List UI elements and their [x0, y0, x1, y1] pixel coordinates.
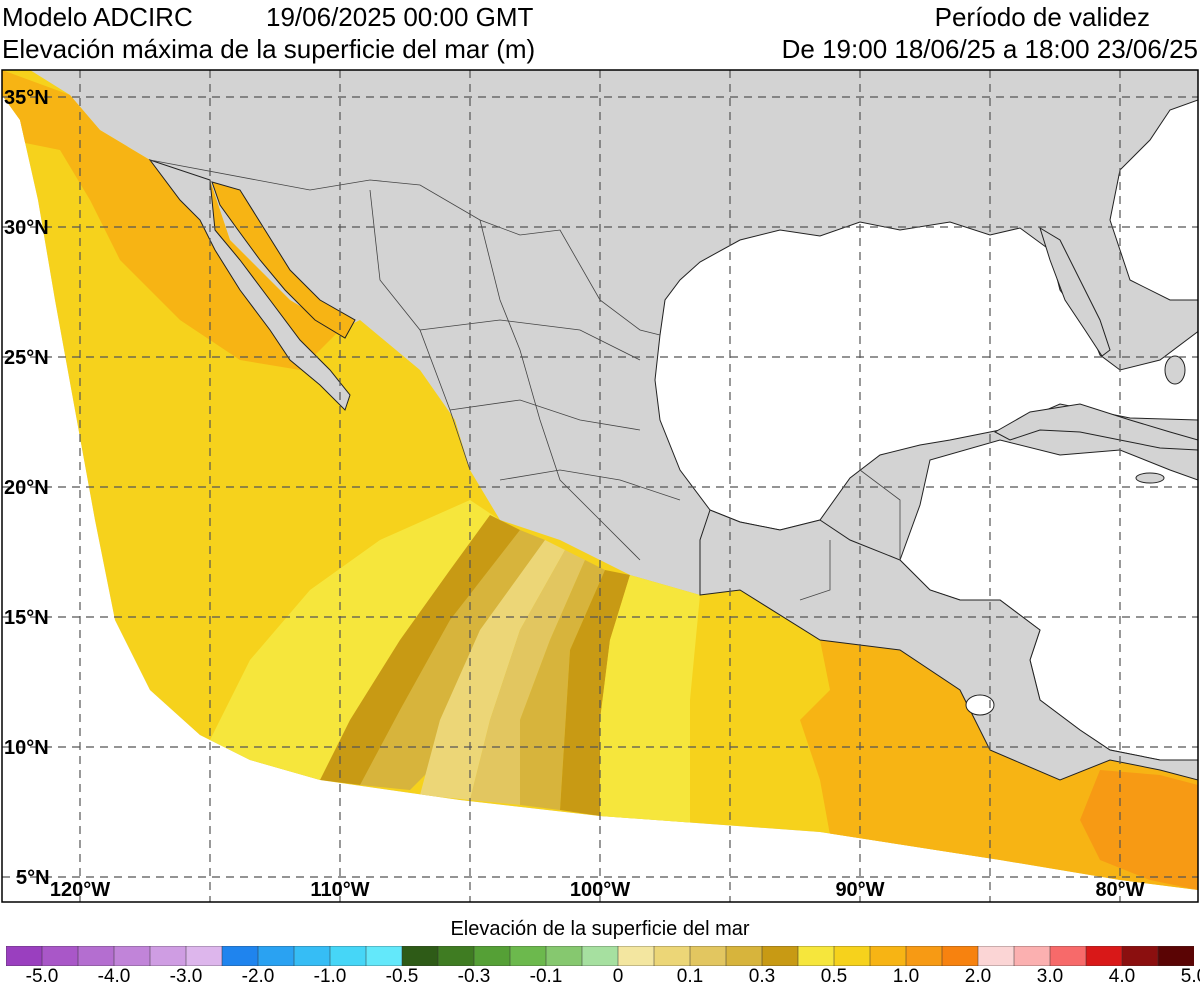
colorbar-swatch	[41, 946, 79, 966]
colorbar-swatch	[617, 946, 655, 966]
colorbar-swatch	[329, 946, 367, 966]
colorbar-swatch	[581, 946, 619, 966]
lat-label: 25°N	[4, 347, 49, 369]
colorbar-swatch	[653, 946, 691, 966]
colorbar-swatch	[185, 946, 223, 966]
colorbar-swatch	[725, 946, 763, 966]
island	[1135, 472, 1165, 484]
lat-label: 35°N	[4, 87, 49, 109]
florida	[1039, 226, 1111, 357]
colorbar-label: 4.0	[1108, 966, 1136, 987]
colorbar-label: -5.0	[25, 966, 59, 987]
colorbar-swatch	[545, 946, 583, 966]
validity-range: De 19:00 18/06/25 a 18:00 23/06/25	[781, 34, 1198, 64]
latitude-labels: 35°N 30°N 25°N 20°N 15°N 10°N 5°N	[4, 87, 50, 889]
lat-label: 5°N	[16, 867, 50, 889]
lon-label: 90°W	[835, 879, 884, 901]
colorbar-swatch	[257, 946, 295, 966]
colorbar-swatch	[761, 946, 799, 966]
colorbar-label: 0.1	[676, 966, 704, 987]
variable-title: Elevación máxima de la superficie del ma…	[2, 34, 536, 64]
colorbar-swatch	[221, 946, 259, 966]
lon-label: 80°W	[1095, 879, 1144, 901]
central-america	[699, 509, 1198, 781]
run-date: 19/06/2025 00:00 GMT	[266, 2, 534, 32]
colorbar-swatch	[1013, 946, 1051, 966]
validity-title: Período de validez	[934, 2, 1150, 32]
colorbar-swatch	[6, 946, 43, 966]
lat-label: 30°N	[4, 217, 49, 239]
lat-label: 20°N	[4, 477, 49, 499]
colorbar-label: -1.0	[313, 966, 347, 987]
colorbar-swatch	[1157, 946, 1194, 966]
legend-title: Elevación de la superficie del mar	[450, 918, 750, 940]
colorbar-swatch	[365, 946, 403, 966]
graticule	[2, 70, 1198, 902]
island	[1164, 355, 1186, 385]
lon-label: 100°W	[570, 879, 630, 901]
map-frame	[1, 69, 1199, 903]
colorbar-label: -0.3	[457, 966, 491, 987]
colorbar-swatch	[113, 946, 151, 966]
lake-nicaragua	[965, 694, 995, 716]
model-name: Modelo ADCIRC	[2, 2, 193, 32]
longitude-labels: 120°W 110°W 100°W 90°W 80°W	[50, 879, 1145, 901]
colorbar-label: -0.5	[385, 966, 419, 987]
cuba-island	[993, 403, 1198, 451]
lon-label: 110°W	[310, 879, 369, 901]
colorbar-swatch	[797, 946, 835, 966]
colorbar-swatch	[401, 946, 439, 966]
colorbar-label: 5.0	[1180, 966, 1200, 987]
lon-label: 120°W	[50, 879, 110, 901]
lat-label: 10°N	[4, 737, 49, 759]
lat-label: 15°N	[4, 607, 49, 629]
pacific-outside-domain	[2, 95, 1198, 902]
colorbar-swatch	[689, 946, 727, 966]
colorbar-swatch	[1085, 946, 1123, 966]
colorbar-swatch	[1121, 946, 1159, 966]
colorbar-label: -2.0	[241, 966, 275, 987]
atlantic-ocean	[1109, 99, 1198, 301]
colorbar	[6, 946, 1194, 966]
colorbar-label: 0.5	[820, 966, 848, 987]
colorbar-swatch	[941, 946, 979, 966]
colorbar-label: 2.0	[964, 966, 992, 987]
colorbar-label: 1.0	[892, 966, 920, 987]
colorbar-swatch	[509, 946, 547, 966]
colorbar-swatch	[437, 946, 475, 966]
colorbar-swatch	[473, 946, 511, 966]
colorbar-label: -4.0	[97, 966, 131, 987]
colorbar-swatch	[77, 946, 115, 966]
colorbar-label: 0	[612, 966, 624, 987]
colorbar-label: -0.1	[529, 966, 563, 987]
colorbar-swatch	[1049, 946, 1087, 966]
colorbar-label: -3.0	[169, 966, 203, 987]
colorbar-swatch	[869, 946, 907, 966]
gulf-of-california	[211, 181, 356, 339]
colorbar-swatch	[977, 946, 1015, 966]
colorbar-label: 0.3	[748, 966, 776, 987]
colorbar-swatch	[905, 946, 943, 966]
forecast-map: 35°N 30°N 25°N 20°N 15°N 10°N 5°N 120°W …	[1, 69, 1199, 903]
colorbar-swatch	[293, 946, 331, 966]
colorbar-swatch	[149, 946, 187, 966]
colorbar-swatch	[833, 946, 871, 966]
colorbar-label: 3.0	[1036, 966, 1064, 987]
